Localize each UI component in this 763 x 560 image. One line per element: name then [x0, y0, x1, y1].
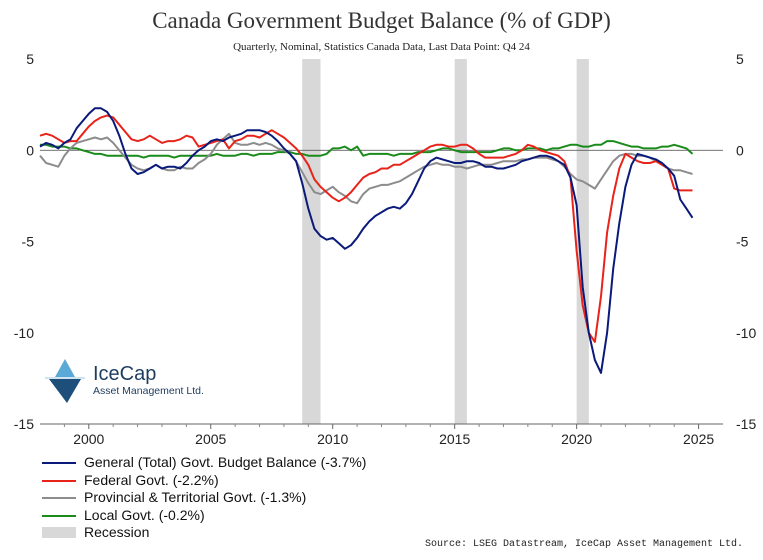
series-lines — [39, 107, 694, 374]
y-tick-label-right-2: -5 — [736, 234, 749, 250]
x-tick-label-2015: 2015 — [439, 431, 470, 447]
y-tick-label-right-1: 0 — [736, 142, 744, 158]
tick-labels: 2000 2005 2010 2015 2020 2025 5 5 0 0 -5 -5 -10 -10 -1… — [14, 51, 757, 447]
y-tick-label-right-3: -10 — [736, 325, 756, 341]
iceberg-icon — [45, 359, 85, 403]
legend-swatch-local — [42, 514, 76, 517]
y-tick-label-left-0: 5 — [26, 51, 34, 67]
y-tick-label-right-4: -15 — [736, 416, 756, 432]
source-note: Source: LSEG Datastream, IceCap Asset Ma… — [424, 539, 743, 550]
y-tick-label-left-2: -5 — [22, 234, 35, 250]
recession-band-0 — [302, 59, 321, 424]
recession-bands — [302, 59, 589, 424]
legend-swatch-federal — [42, 479, 76, 482]
chart-axes — [40, 423, 723, 429]
legend-label-local: Local Govt. (-0.2%) — [84, 506, 205, 523]
chart-subtitle: Quarterly, Nominal, Statistics Canada Da… — [233, 41, 530, 53]
legend-label-general: General (Total) Govt. Budget Balance (-3… — [84, 454, 367, 470]
logo-name: IceCap — [93, 363, 157, 385]
chart-title: Canada Government Budget Balance (% of G… — [152, 8, 611, 33]
legend-label-federal: Federal Govt. (-2.2%) — [84, 471, 219, 488]
legend-swatch-recession — [42, 527, 76, 538]
x-tick-label-2005: 2005 — [195, 431, 226, 447]
x-tick-label-2000: 2000 — [73, 431, 104, 447]
legend-label-provincial: Provincial & Territorial Govt. (-1.3%) — [84, 489, 307, 505]
y-tick-label-left-3: -10 — [14, 325, 34, 341]
y-tick-label-right-0: 5 — [736, 51, 744, 67]
series-line-general — [39, 107, 694, 374]
x-tick-label-2010: 2010 — [317, 431, 348, 447]
icecap-logo: IceCap Asset Management Ltd. — [45, 357, 245, 407]
legend-swatch-general — [42, 462, 76, 464]
series-line-federal — [39, 114, 693, 343]
logo-tagline: Asset Management Ltd. — [93, 385, 204, 397]
y-tick-label-left-1: 0 — [26, 142, 34, 158]
y-tick-label-left-4: -15 — [14, 416, 34, 432]
legend-label-recession: Recession — [84, 524, 150, 540]
x-tick-label-2020: 2020 — [561, 431, 592, 447]
legend-swatch-provincial — [42, 497, 76, 499]
series-line-local — [40, 140, 694, 159]
recession-band-1 — [454, 59, 467, 424]
x-tick-label-2025: 2025 — [683, 431, 714, 447]
